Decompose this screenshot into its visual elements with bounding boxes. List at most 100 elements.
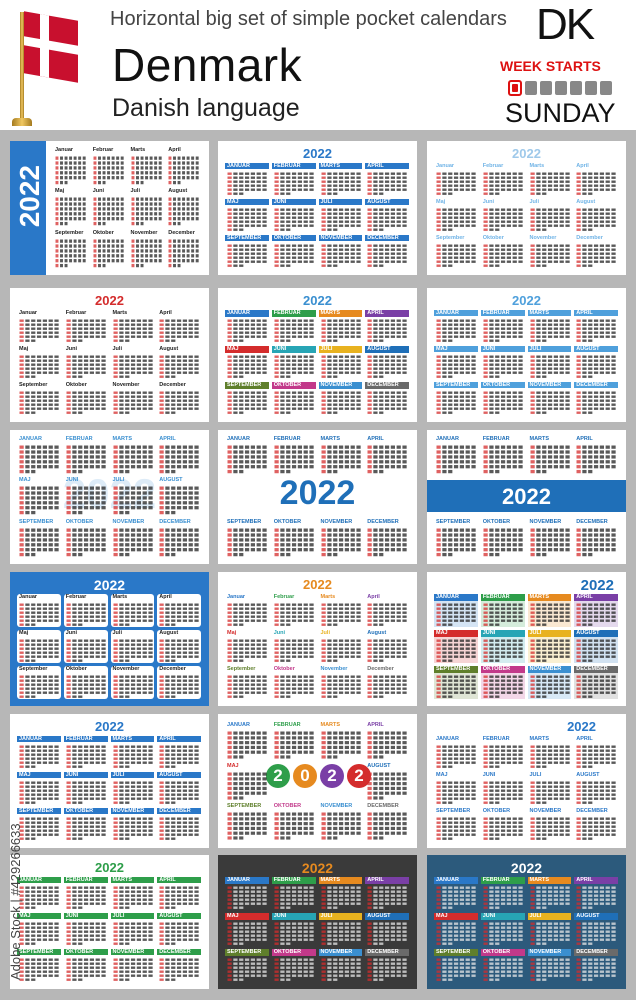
date-cell (64, 222, 68, 226)
date-cell (291, 445, 296, 449)
date-cell (153, 217, 157, 221)
date-cell (367, 208, 372, 211)
date-cell (535, 331, 541, 334)
date-cell (588, 327, 593, 330)
date-cell (78, 253, 82, 258)
date-cell (78, 176, 82, 180)
month-header (225, 310, 269, 317)
date-cell (373, 252, 378, 255)
date-cell (73, 161, 77, 165)
date-cell (344, 216, 349, 219)
date-cell (262, 176, 267, 179)
date-cell (83, 542, 88, 547)
date-cell (130, 506, 135, 510)
date-cell (297, 460, 302, 464)
date-cell (25, 371, 30, 374)
month-label: SEPTEMBER (227, 518, 262, 525)
date-cell (332, 244, 337, 247)
date-cell (93, 248, 97, 253)
date-cell (594, 327, 599, 330)
date-cell (280, 228, 285, 231)
month-block: MAJ (434, 346, 478, 379)
date-cell (303, 212, 308, 215)
weekday-indicator-day (600, 81, 612, 95)
date-cell (124, 395, 129, 398)
date-cell (55, 244, 59, 248)
date-cell (326, 327, 332, 330)
date-cell (64, 176, 68, 180)
date-cell (118, 391, 124, 394)
date-cell (48, 455, 53, 459)
date-cell (183, 399, 188, 402)
date-cell (332, 176, 337, 179)
month-label: JUNI (273, 199, 287, 205)
date-cell (564, 327, 570, 330)
date-cell (66, 659, 71, 662)
date-cell (367, 264, 372, 267)
date-cell (321, 450, 326, 454)
date-cell (233, 327, 238, 330)
date-cell (442, 367, 447, 370)
date-cell (297, 399, 302, 402)
date-cell (483, 248, 488, 251)
date-cell (483, 323, 488, 326)
date-cell (171, 407, 176, 410)
date-cell (285, 335, 291, 338)
month-header (480, 310, 525, 316)
date-cell (131, 258, 134, 263)
date-cell (250, 252, 256, 255)
month-dates (321, 208, 361, 231)
date-cell (459, 460, 465, 464)
date-cell (309, 180, 314, 183)
date-cell (250, 407, 256, 410)
date-cell (541, 335, 546, 338)
date-cell (136, 327, 141, 330)
date-cell (142, 359, 147, 362)
date-cell (227, 391, 232, 394)
date-cell (25, 331, 30, 334)
date-cell (350, 547, 355, 552)
date-cell (297, 184, 302, 187)
date-cell (48, 465, 53, 469)
date-cell (506, 172, 511, 175)
date-cell (250, 367, 256, 370)
date-cell (95, 603, 100, 606)
date-cell (89, 647, 94, 650)
date-cell (131, 180, 134, 185)
date-cell (83, 647, 88, 650)
date-cell (31, 450, 36, 454)
date-cell (239, 528, 244, 532)
date-cell (494, 224, 500, 227)
date-cell (130, 647, 135, 650)
date-cell (494, 542, 500, 547)
date-cell (171, 391, 176, 394)
date-cell (483, 411, 488, 414)
date-cell (124, 403, 129, 406)
date-cell (113, 371, 118, 374)
date-cell (459, 455, 465, 459)
date-cell (177, 496, 182, 500)
date-cell (95, 371, 100, 374)
date-cell (140, 263, 144, 267)
date-cell (31, 675, 36, 678)
date-cell (494, 395, 500, 398)
date-cell (391, 399, 396, 402)
date-cell (541, 469, 546, 474)
date-cell (582, 367, 587, 370)
date-cell (344, 244, 349, 247)
date-cell (541, 533, 546, 537)
date-cell (350, 248, 355, 251)
date-cell (239, 403, 244, 406)
date-cell (118, 465, 124, 469)
date-cell (611, 450, 616, 454)
date-cell (535, 542, 541, 547)
date-cell (36, 501, 42, 505)
date-cell (233, 455, 238, 459)
date-cell (518, 176, 523, 179)
month-dates (530, 391, 570, 414)
date-cell (66, 445, 71, 449)
date-cell (89, 460, 94, 464)
date-cell (274, 403, 279, 406)
date-cell (147, 455, 153, 459)
date-cell (130, 367, 135, 370)
